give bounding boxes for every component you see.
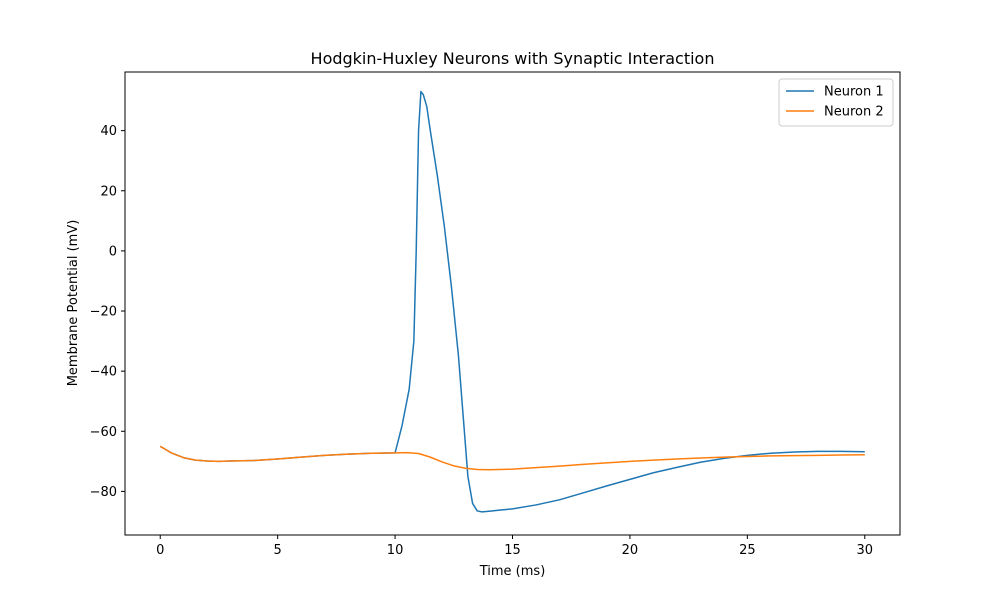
x-axis-label: Time (ms) [479,564,546,579]
x-axis-ticks: 0 5 10 15 20 25 30 [156,535,873,558]
y-tick-label: −40 [90,365,117,380]
x-tick-label: 25 [739,543,756,558]
x-tick-label: 10 [387,543,404,558]
y-tick-label: −20 [90,305,117,320]
x-tick-label: 5 [274,543,282,558]
x-tick-label: 0 [156,543,164,558]
x-tick-label: 20 [622,543,639,558]
legend: Neuron 1 Neuron 2 [778,78,894,127]
chart-title: Hodgkin-Huxley Neurons with Synaptic Int… [311,49,715,68]
plot-background [125,72,900,535]
y-tick-label: −80 [90,485,117,500]
x-tick-label: 30 [856,543,873,558]
legend-label-1: Neuron 1 [824,85,884,100]
legend-label-2: Neuron 2 [824,105,884,120]
plot-area [124,71,901,536]
y-tick-label: 20 [100,184,117,199]
y-axis-ticks: −80 −60 −40 −20 0 20 40 [90,124,125,500]
y-tick-label: 40 [100,124,117,139]
y-tick-label: −60 [90,425,117,440]
series-line-2 [159,445,865,471]
x-tick-label: 15 [504,543,521,558]
y-tick-label: 0 [109,244,117,259]
y-axis-label: Membrane Potential (mV) [66,220,81,387]
